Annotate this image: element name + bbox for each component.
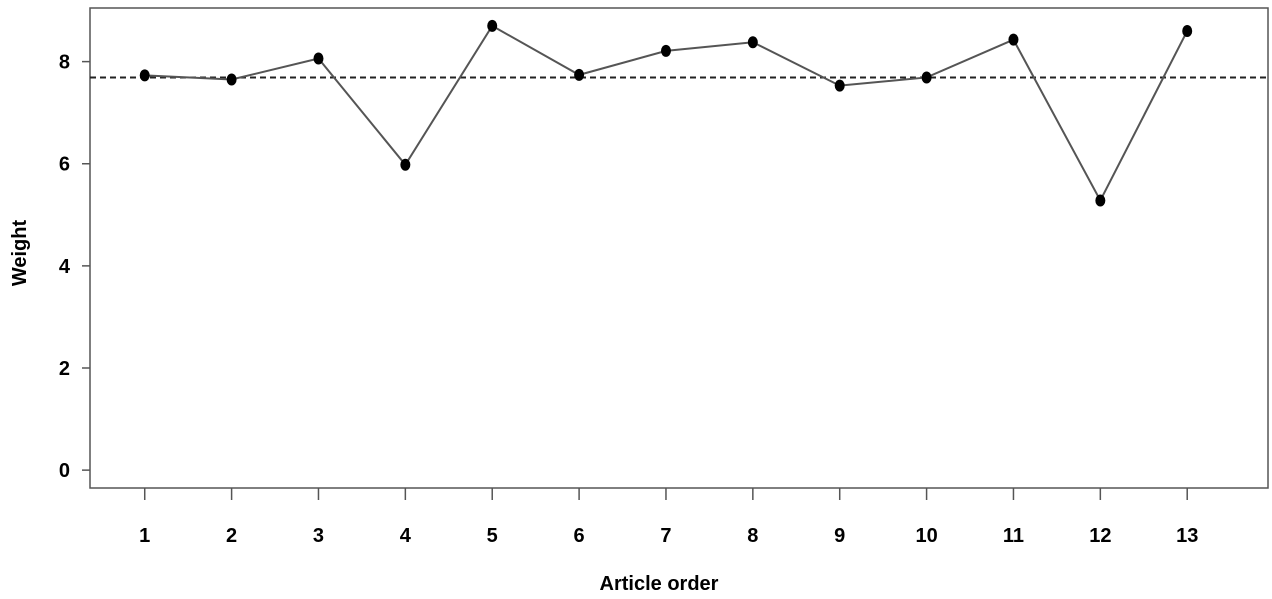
series-layer <box>139 19 1193 207</box>
x-axis: 1 2 3 4 5 6 7 8 9 10 11 12 13 <box>139 488 1198 547</box>
x-tick-label: 7 <box>660 525 671 547</box>
y-tick-label: 6 <box>59 154 70 176</box>
data-point <box>313 52 324 65</box>
data-point <box>400 158 411 171</box>
x-axis-title: Article order <box>600 573 719 595</box>
x-tick-label: 3 <box>313 525 324 547</box>
x-tick-label: 11 <box>1003 525 1024 547</box>
data-point <box>1095 194 1106 207</box>
data-point <box>660 44 671 57</box>
y-axis-title: Weight <box>9 220 31 287</box>
data-point <box>921 71 932 84</box>
x-tick-label: 4 <box>400 525 412 547</box>
x-tick-label: 8 <box>747 525 758 547</box>
y-tick-label: 4 <box>59 256 71 278</box>
x-tick-label: 2 <box>226 525 237 547</box>
y-tick-label: 8 <box>59 52 70 74</box>
y-tick-label: 2 <box>59 358 70 380</box>
data-point <box>574 68 585 81</box>
data-point <box>139 69 150 82</box>
data-point <box>1008 33 1019 46</box>
y-axis: 0 2 4 6 8 <box>59 52 90 482</box>
x-tick-label: 10 <box>915 525 937 547</box>
plot-frame <box>89 7 1269 489</box>
x-tick-label: 13 <box>1176 525 1198 547</box>
data-point <box>226 73 237 86</box>
x-tick-label: 5 <box>487 525 498 547</box>
data-point <box>834 79 845 92</box>
data-point <box>487 19 498 32</box>
x-tick-label: 1 <box>139 525 150 547</box>
x-tick-label: 12 <box>1089 525 1111 547</box>
x-tick-label: 9 <box>834 525 845 547</box>
x-tick-label: 6 <box>574 525 585 547</box>
y-tick-label: 0 <box>59 460 70 482</box>
data-point <box>747 36 758 49</box>
data-point <box>1182 24 1193 37</box>
